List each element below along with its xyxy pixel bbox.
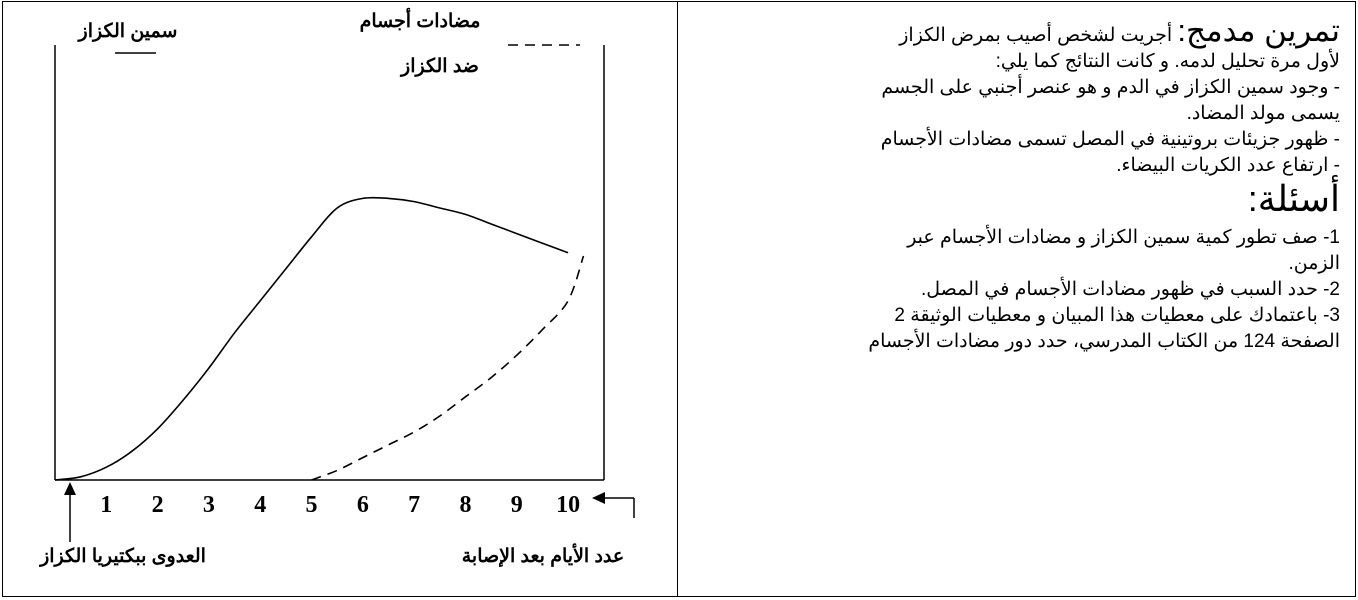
result-3: - ارتفاع عدد الكريات البيضاء. xyxy=(1116,155,1340,176)
x-tick-label: 4 xyxy=(254,492,266,518)
question-1a: 1- صف تطور كمية سمين الكزاز و مضادات الأ… xyxy=(690,225,1340,251)
intro-text-1: أجريت لشخص أصيب بمرض الكزاز xyxy=(899,25,1173,46)
infection-arrow-head xyxy=(64,482,76,495)
exercise-title: تمرين مدمج: xyxy=(1177,13,1340,48)
intro-line-2: لأول مرة تحليل لدمه. و كانت النتائج كما … xyxy=(995,51,1340,72)
result-1a: - وجود سمين الكزاز في الدم و هو عنصر أجن… xyxy=(881,77,1340,98)
x-tick-label: 1 xyxy=(100,492,112,518)
series-layer xyxy=(54,196,585,481)
intro-line-1: تمرين مدمج: أجريت لشخص أصيب بمرض الكزاز xyxy=(690,14,1340,49)
x-tick-label: 6 xyxy=(357,492,369,518)
xlabel-arrow-head xyxy=(592,492,605,504)
x-tick-label: 10 xyxy=(556,492,580,518)
question-3b: الصفحة 124 من الكتاب المدرسي، حدد دور مض… xyxy=(868,331,1340,352)
x-axis-label: عدد الأيام بعد الإصابة xyxy=(462,543,625,568)
exercise-text: تمرين مدمج: أجريت لشخص أصيب بمرض الكزاز … xyxy=(690,14,1340,355)
result-1b: يسمى مولد المضاد. xyxy=(1186,103,1340,124)
axes xyxy=(54,45,605,481)
infection-marker xyxy=(64,482,76,542)
series-line-antibodies xyxy=(311,255,585,481)
legend-antibody-label-1: مضادات أجسام xyxy=(360,7,481,32)
question-2: 2- حدد السبب في ظهور مضادات الأجسام في ا… xyxy=(920,279,1340,300)
series-line-toxin xyxy=(54,196,569,481)
x-tick-label: 9 xyxy=(511,492,523,518)
x-tick-label: 5 xyxy=(306,492,318,518)
legend-toxin-label: سمين الكزاز xyxy=(77,21,178,42)
questions-title: أسئلة: xyxy=(1247,178,1340,219)
x-tick-label: 2 xyxy=(152,492,164,518)
x-tick-label: 3 xyxy=(203,492,215,518)
text-panel xyxy=(677,1,1356,597)
question-1-number: 1- xyxy=(1323,227,1340,248)
question-1b: الزمن. xyxy=(1288,253,1340,274)
question-1-text: صف تطور كمية سمين الكزاز و مضادات الأجسا… xyxy=(907,227,1324,248)
x-tick-label: 7 xyxy=(408,492,420,518)
result-2: - ظهور جزيئات بروتينية في المصل تسمى مضا… xyxy=(880,129,1340,150)
x-tick-label: 8 xyxy=(459,492,471,518)
question-3a: 3- باعتمادك على معطيات هذا المبيان و معط… xyxy=(894,305,1340,326)
legend: سمين الكزاز مضادات أجسام ضد الكزاز xyxy=(77,7,580,77)
x-tick-labels: 1 2 3 4 5 6 7 8 9 10 xyxy=(100,492,580,518)
xlabel-arrow xyxy=(592,492,635,518)
infection-label: العدوى ببكتيريا الكزاز xyxy=(38,546,206,567)
legend-antibody-label-2: ضد الكزاز xyxy=(399,56,479,77)
chart-svg: 1 2 3 4 5 6 7 8 9 10 العدوى ببكتيريا الكزاز عدد ا… xyxy=(38,7,635,568)
